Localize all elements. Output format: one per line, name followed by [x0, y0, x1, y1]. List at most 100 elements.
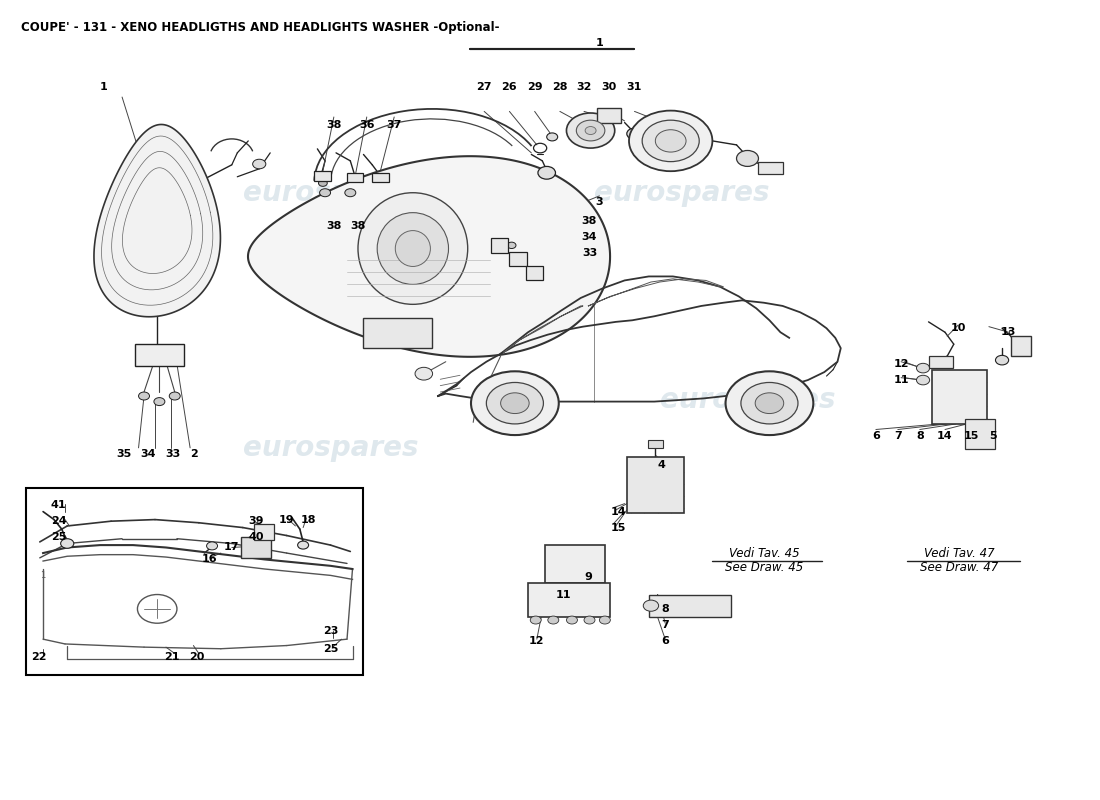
- Circle shape: [629, 110, 713, 171]
- Circle shape: [139, 392, 150, 400]
- Bar: [491, 238, 508, 253]
- Circle shape: [344, 189, 355, 197]
- Bar: [315, 171, 331, 181]
- Bar: [1011, 336, 1031, 356]
- Text: 32: 32: [576, 82, 592, 93]
- Text: 38: 38: [350, 222, 365, 231]
- Text: eurospares: eurospares: [243, 434, 418, 462]
- Polygon shape: [94, 125, 220, 317]
- Circle shape: [169, 392, 180, 400]
- Bar: [597, 108, 622, 122]
- Text: Vedi Tav. 47: Vedi Tav. 47: [924, 546, 994, 559]
- Text: 39: 39: [249, 516, 264, 526]
- Text: 2: 2: [190, 450, 198, 459]
- Ellipse shape: [395, 230, 430, 266]
- Circle shape: [471, 371, 559, 435]
- Circle shape: [538, 166, 556, 179]
- Text: 21: 21: [164, 652, 179, 662]
- Text: 25: 25: [51, 532, 66, 542]
- Text: 20: 20: [189, 652, 205, 662]
- Bar: [25, 488, 363, 675]
- Circle shape: [642, 120, 700, 162]
- Text: 1: 1: [41, 571, 46, 580]
- Text: 3: 3: [595, 198, 603, 207]
- Text: 16: 16: [202, 554, 218, 565]
- Text: 38: 38: [327, 120, 341, 130]
- Bar: [649, 594, 732, 617]
- Bar: [346, 173, 363, 182]
- Circle shape: [566, 616, 578, 624]
- Text: 24: 24: [51, 516, 66, 526]
- Text: 33: 33: [165, 450, 180, 459]
- Circle shape: [644, 600, 659, 611]
- Text: 34: 34: [582, 232, 597, 242]
- Circle shape: [486, 382, 543, 424]
- Bar: [241, 537, 272, 558]
- Text: 1: 1: [595, 38, 603, 48]
- Text: 22: 22: [31, 652, 46, 662]
- Circle shape: [207, 542, 218, 550]
- Text: 40: 40: [249, 532, 264, 542]
- Text: 33: 33: [582, 248, 597, 258]
- Text: 14: 14: [937, 431, 953, 441]
- Text: 23: 23: [323, 626, 338, 636]
- Text: 12: 12: [529, 636, 544, 646]
- Circle shape: [916, 363, 930, 373]
- Bar: [965, 419, 996, 450]
- Circle shape: [253, 159, 266, 169]
- Text: 34: 34: [141, 450, 156, 459]
- Text: 17: 17: [224, 542, 240, 553]
- Text: 35: 35: [117, 450, 132, 459]
- Text: 30: 30: [602, 82, 617, 93]
- Circle shape: [656, 130, 686, 152]
- Circle shape: [320, 189, 331, 197]
- Text: 13: 13: [1001, 327, 1016, 338]
- Text: 15: 15: [610, 522, 626, 533]
- Circle shape: [916, 375, 930, 385]
- Bar: [627, 458, 684, 514]
- Bar: [135, 344, 184, 366]
- Circle shape: [726, 371, 813, 435]
- Text: 28: 28: [552, 82, 568, 93]
- Polygon shape: [248, 156, 610, 357]
- Text: 12: 12: [893, 359, 909, 369]
- Text: 31: 31: [627, 82, 642, 93]
- Bar: [928, 356, 953, 368]
- Text: 15: 15: [964, 431, 979, 441]
- Circle shape: [298, 541, 309, 549]
- Circle shape: [518, 255, 527, 262]
- Bar: [509, 252, 527, 266]
- Bar: [372, 173, 388, 182]
- Text: 6: 6: [661, 636, 669, 646]
- Circle shape: [60, 538, 74, 548]
- Text: eurospares: eurospares: [243, 178, 418, 206]
- Text: eurospares: eurospares: [660, 386, 835, 414]
- Ellipse shape: [377, 213, 449, 285]
- Text: Vedi Tav. 45: Vedi Tav. 45: [728, 546, 800, 559]
- Text: 18: 18: [301, 514, 317, 525]
- Text: 27: 27: [476, 82, 492, 93]
- Text: 7: 7: [661, 620, 669, 630]
- Circle shape: [319, 180, 328, 186]
- Text: 8: 8: [661, 604, 669, 614]
- Text: 37: 37: [386, 120, 402, 130]
- Circle shape: [737, 150, 759, 166]
- Text: 41: 41: [51, 500, 66, 510]
- Text: 9: 9: [584, 572, 592, 582]
- Text: 5: 5: [990, 431, 997, 441]
- Bar: [648, 440, 663, 448]
- Bar: [254, 523, 274, 539]
- Text: 7: 7: [894, 431, 902, 441]
- Circle shape: [584, 616, 595, 624]
- Text: 8: 8: [916, 431, 924, 441]
- Text: 1: 1: [100, 82, 108, 93]
- Circle shape: [547, 133, 558, 141]
- Text: 36: 36: [359, 120, 374, 130]
- Text: 29: 29: [527, 82, 542, 93]
- Circle shape: [548, 616, 559, 624]
- Circle shape: [627, 128, 642, 139]
- Circle shape: [507, 242, 516, 249]
- Circle shape: [996, 355, 1009, 365]
- Text: 19: 19: [279, 514, 295, 525]
- Circle shape: [576, 120, 605, 141]
